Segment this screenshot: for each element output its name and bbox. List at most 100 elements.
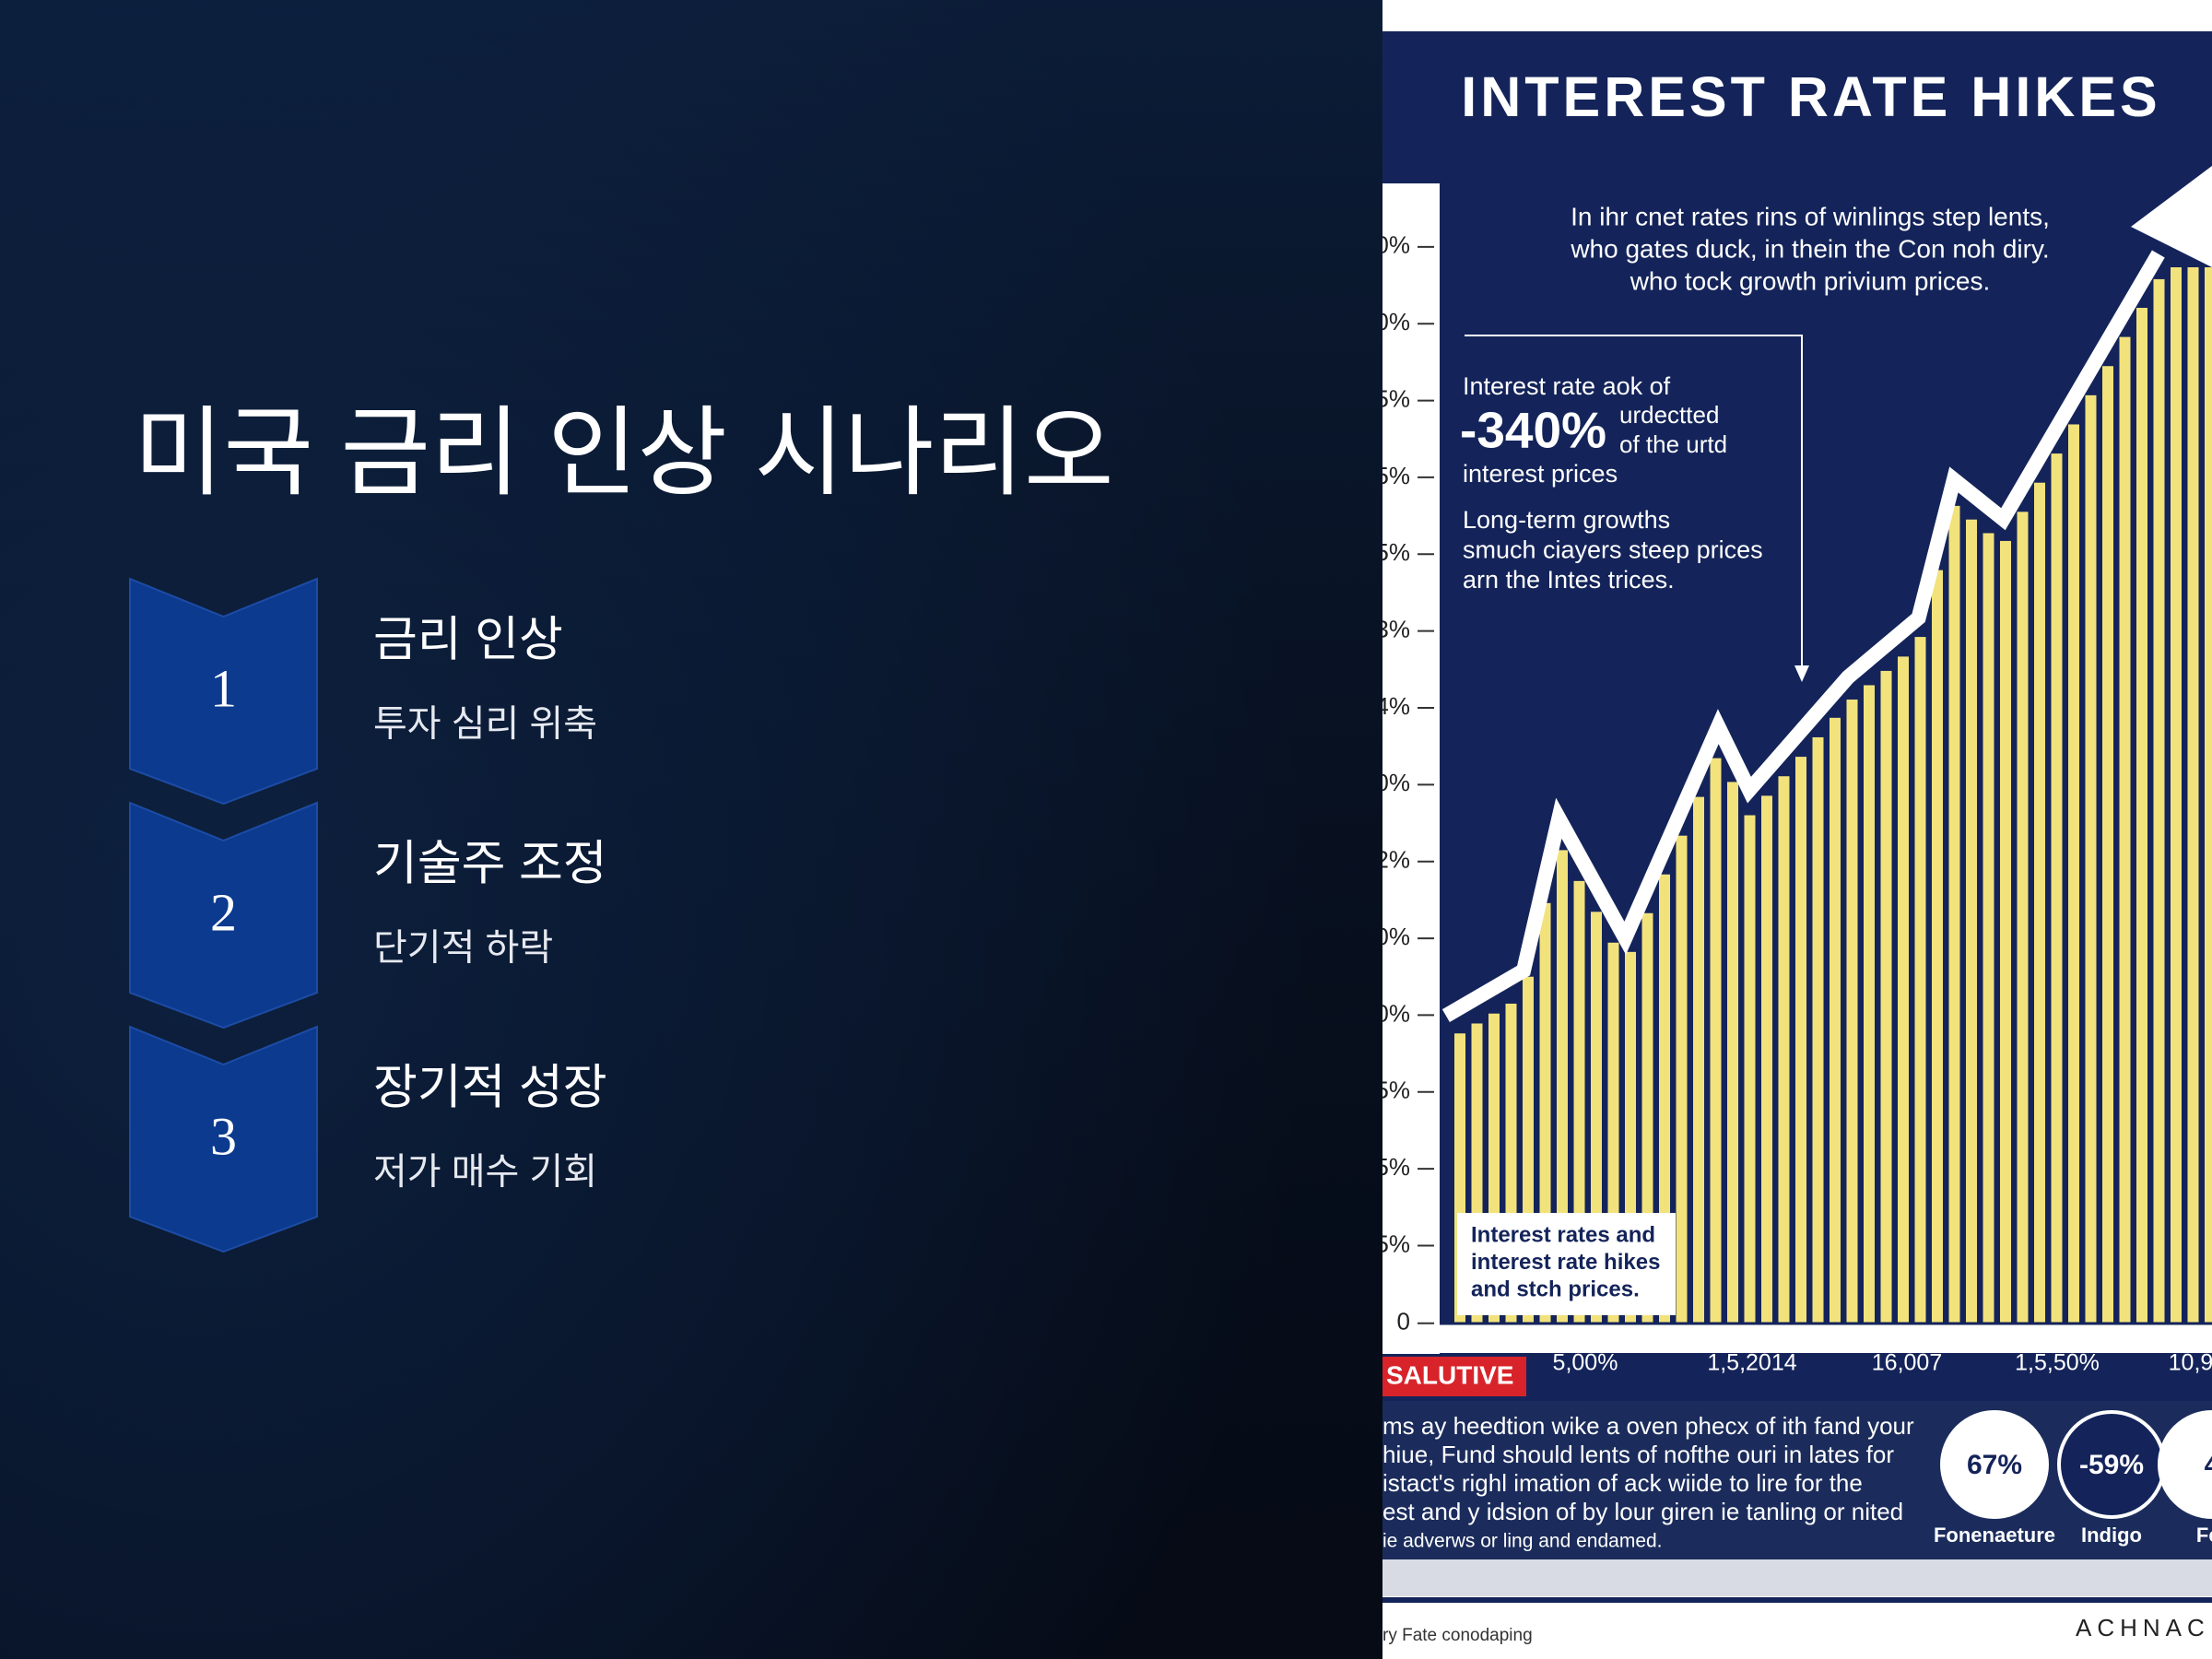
image-title: INTEREST RATE HIKES (1461, 65, 2160, 128)
decor-bar (1948, 505, 1960, 1324)
x-axis-label: 16,007 (1872, 1350, 1942, 1376)
legend-line: interest rate hikes (1471, 1250, 1660, 1275)
y-axis-label: 4% (1375, 692, 1410, 720)
y-axis-label: 0% (1375, 923, 1410, 950)
decor-arrow-head (2131, 166, 2212, 267)
body-line: ms ay heedtion wike a oven phecx of ith … (1382, 1412, 1914, 1440)
callout-bracket (1465, 335, 1803, 668)
decor-bar (2017, 512, 2029, 1324)
tag: SALUTIVE (1386, 1360, 1513, 1389)
body-line: ie adverws or ling and endamed. (1382, 1531, 1663, 1552)
step-subtitle: 저가 매수 기회 (373, 1152, 597, 1193)
decor-bar (1812, 736, 1824, 1324)
decor-bar (2034, 482, 2045, 1324)
step-subtitle: 투자 심리 위축 (373, 704, 597, 745)
decor-bar (2153, 278, 2165, 1324)
left-background-shade (0, 0, 1382, 1659)
decor-bar (1573, 880, 1585, 1324)
body-line: est and y idsion of by lour giren ie tan… (1382, 1498, 1903, 1525)
decor-bar (1744, 815, 1756, 1324)
callout-line: Interest rate aok of (1463, 372, 1671, 400)
stat-value: -59% (2079, 1450, 2144, 1480)
callout-line: interest prices (1463, 460, 1618, 488)
decor-bar (1983, 533, 1994, 1324)
stat-circle (1940, 1410, 2049, 1519)
y-axis-label: 5% (1375, 1230, 1410, 1257)
step-title: 금리 인상 (373, 614, 563, 667)
stat-label: Fonenaeture (1934, 1524, 2055, 1547)
y-axis-label: 5% (1375, 1077, 1410, 1104)
callout-arrowhead (1794, 665, 1809, 682)
legend-line: Interest rates and (1471, 1222, 1655, 1247)
stat-label: Indigo (2081, 1524, 2142, 1547)
grey-band (1382, 1559, 2212, 1596)
decor-bar (1676, 835, 1688, 1324)
y-axis-label: 2% (1375, 846, 1410, 874)
decor-bar (1864, 685, 1875, 1324)
footer-band (1382, 1596, 2212, 1659)
callout-para: Long-term growths (1463, 506, 1670, 534)
step-number: 1 (210, 658, 237, 718)
step-title: 기술주 조정 (373, 838, 607, 891)
x-axis-strip (1382, 1324, 2212, 1353)
decor-bar (2000, 540, 2011, 1324)
y-axis-label: 5% (1375, 1153, 1410, 1181)
decor-bar (1659, 874, 1670, 1324)
y-axis-label: 0% (1375, 231, 1410, 259)
decor-bar (2068, 424, 2079, 1324)
decor-arrow (1441, 250, 2165, 1022)
decor-bar (2085, 394, 2097, 1324)
callout-small: of the urtd (1619, 430, 1727, 458)
decor-bar (2051, 453, 2063, 1324)
intro-line: who gates duck, in thein the Con noh dir… (1570, 234, 2049, 263)
y-axis-label: 3% (1375, 616, 1410, 643)
y-axis-label: 5% (1375, 384, 1410, 412)
intro-line: who tock growth privium prices. (1630, 266, 1991, 295)
decor-bar (1932, 570, 1943, 1324)
body-line: istact's righl imation of ack wiide to l… (1382, 1469, 1863, 1497)
y-axis-label: 0% (1375, 769, 1410, 796)
decor-bar (1966, 519, 1977, 1324)
decor-bar (1727, 782, 1738, 1324)
decor-bar (1830, 717, 1841, 1324)
y-axis-label: 0% (1375, 999, 1410, 1027)
intro-line: In ihr cnet rates rins of winlings step … (1571, 202, 2050, 230)
body-line: hiue, Fund should lents of nofthe ouri i… (1382, 1441, 1894, 1468)
decor-bar (1557, 850, 1568, 1324)
stat-value: 67% (1967, 1450, 2022, 1480)
decor-bar (2205, 267, 2212, 1324)
step-chevron (129, 577, 318, 806)
y-axis-label: 5% (1375, 538, 1410, 566)
step-number: 2 (210, 882, 237, 942)
decor-bar (1761, 795, 1772, 1324)
callout-para: smuch ciayers steep prices (1463, 536, 1763, 564)
decor-bar (1880, 670, 1892, 1324)
legend-line: and stch prices. (1471, 1277, 1640, 1301)
stat-label: Fer (2196, 1524, 2212, 1547)
decor-bar (1795, 757, 1806, 1324)
step-title: 장기적 성장 (373, 1062, 607, 1115)
legend-box (1457, 1213, 1676, 1315)
decor-bar (1710, 758, 1722, 1324)
step-number: 3 (210, 1106, 237, 1166)
stat-circle (2158, 1410, 2212, 1519)
footer-text: ry Fate conodaping (1382, 1626, 1533, 1645)
decor-bar (2171, 267, 2182, 1324)
callout-big: -340% (1460, 402, 1606, 459)
infographic-image: INTEREST RATE HIKES In ihr cnet rates rin… (1375, 0, 2212, 1659)
y-axis-label: 0 (1397, 1308, 1410, 1335)
step-subtitle: 단기적 하락 (373, 928, 553, 969)
decor-bar (2102, 366, 2113, 1324)
stat-value: 4 (2205, 1450, 2212, 1480)
decor-bar (1693, 796, 1704, 1324)
brand: ACHNAC (2076, 1614, 2210, 1641)
y-axis-label: 0% (1375, 308, 1410, 335)
y-axis-label: 5% (1375, 462, 1410, 489)
decor-bar (2187, 267, 2199, 1324)
callout-small: urdectted (1619, 401, 1719, 429)
step-chevron (129, 801, 318, 1030)
decor-bar (1914, 637, 1926, 1324)
y-axis-strip (1382, 183, 1440, 1354)
slide-title: 미국 금리 인상 시나리오 (134, 399, 1114, 508)
